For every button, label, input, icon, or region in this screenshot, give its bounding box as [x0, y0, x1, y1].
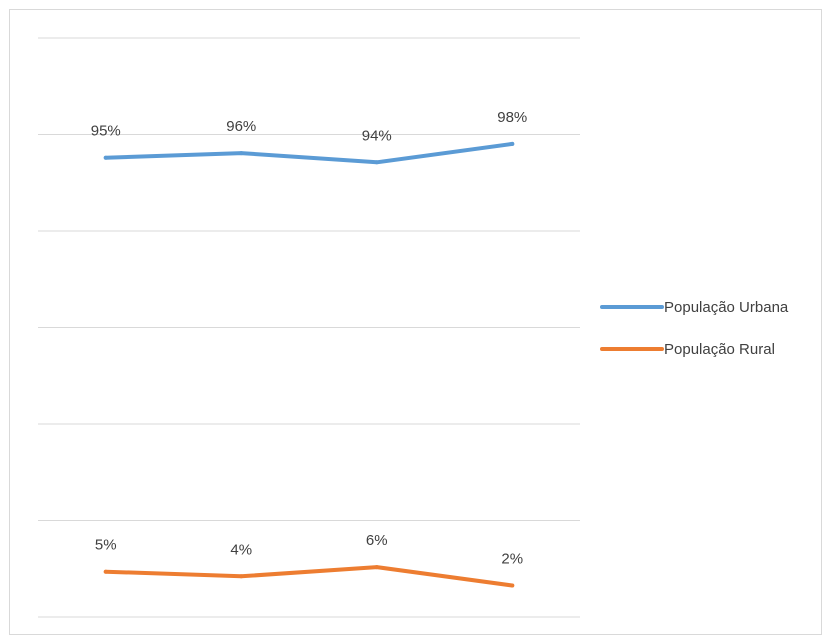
- data-point: [239, 574, 244, 579]
- series-lines: [103, 141, 515, 588]
- data-point: [510, 141, 515, 146]
- data-point: [103, 569, 108, 574]
- data-label: 94%: [362, 127, 392, 144]
- legend-label: População Rural: [664, 341, 775, 358]
- data-point: [374, 565, 379, 570]
- chart-area: 95% 96% 94% 98% 5% 4% 6% 2% População Urbana Pop…: [9, 9, 822, 635]
- legend-label: População Urbana: [664, 299, 789, 316]
- data-point: [103, 155, 108, 160]
- data-label: 6%: [366, 532, 388, 549]
- legend-item: População Rural: [600, 341, 775, 358]
- data-label: 4%: [230, 541, 252, 558]
- line-chart: 95% 96%94%98%5% 4%6%2% População UrbanaPop…: [38, 37, 789, 618]
- data-label: 95%: [91, 123, 121, 140]
- data-point: [510, 583, 515, 588]
- data-label: 98%: [497, 109, 527, 126]
- data-label: 96%: [226, 118, 256, 135]
- data-labels: 95% 96% 94% 98% 5% 4% 6% 2%: [91, 109, 528, 568]
- series-line-2: [103, 565, 515, 588]
- legend: População Urbana População Rural: [600, 299, 789, 358]
- data-label: 5%: [95, 537, 117, 554]
- data-point: [374, 160, 379, 165]
- legend-item: População Urbana: [600, 299, 789, 316]
- data-label: 2%: [501, 551, 523, 568]
- series-line-1: [103, 141, 515, 165]
- data-point: [239, 151, 244, 156]
- gridlines: [38, 37, 580, 618]
